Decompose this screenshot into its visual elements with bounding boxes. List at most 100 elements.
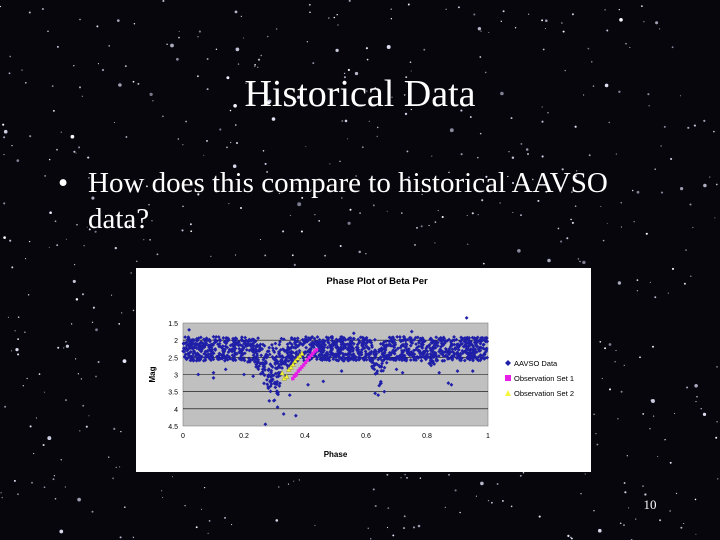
aavso-point: [258, 345, 263, 350]
star: [0, 492, 2, 494]
star: [680, 187, 684, 191]
aavso-point: [393, 348, 398, 353]
aavso-point: [199, 340, 203, 345]
x-tick-label: 1: [486, 433, 490, 440]
aavso-point: [371, 350, 376, 355]
x-tick-label: 0.8: [422, 433, 432, 440]
aavso-point: [351, 352, 356, 357]
aavso-point: [476, 355, 481, 359]
aavso-point: [351, 331, 356, 336]
star: [431, 155, 433, 157]
aavso-point: [216, 335, 221, 339]
aavso-point: [429, 363, 434, 368]
aavso-point: [325, 345, 330, 350]
star: [229, 141, 232, 144]
aavso-point: [270, 342, 274, 347]
aavso-point: [349, 349, 353, 354]
star: [178, 30, 180, 32]
aavso-point: [182, 346, 186, 351]
aavso-point: [237, 356, 242, 361]
aavso-point: [182, 354, 187, 359]
aavso-point: [290, 342, 294, 347]
aavso-point: [460, 348, 465, 353]
star: [133, 22, 136, 25]
observation-set-1-point: [291, 376, 295, 381]
aavso-point: [406, 347, 411, 351]
aavso-point: [267, 398, 272, 403]
aavso-point: [242, 341, 247, 346]
observation-set-2-point: [284, 373, 290, 379]
aavso-point: [306, 336, 311, 340]
aavso-point: [356, 350, 361, 355]
aavso-point: [346, 358, 351, 363]
star: [650, 399, 653, 402]
star: [636, 190, 640, 194]
aavso-point: [335, 349, 340, 353]
star: [271, 117, 276, 121]
star: [500, 91, 504, 96]
star: [262, 150, 265, 152]
star: [63, 347, 65, 349]
star: [703, 119, 706, 122]
star: [636, 279, 639, 281]
aavso-point: [440, 358, 445, 363]
star: [434, 242, 436, 244]
aavso-point: [468, 348, 473, 353]
star: [615, 153, 617, 155]
star: [289, 214, 292, 217]
aavso-point: [323, 357, 328, 361]
aavso-point: [363, 349, 368, 354]
aavso-point: [368, 340, 373, 344]
star: [122, 359, 127, 364]
y-tick-label: 1.5: [168, 321, 178, 328]
x-tick-label: 0.6: [361, 433, 371, 440]
aavso-point: [340, 355, 345, 360]
aavso-point: [325, 354, 329, 359]
star: [694, 498, 697, 501]
star: [444, 506, 446, 509]
aavso-point: [394, 355, 399, 360]
star: [347, 221, 351, 225]
star: [441, 215, 444, 219]
aavso-point: [321, 379, 326, 384]
star: [88, 415, 90, 417]
aavso-point: [476, 358, 481, 363]
star: [206, 139, 208, 142]
star: [580, 493, 582, 495]
observation-set-1-point: [296, 369, 300, 373]
aavso-point: [221, 352, 226, 356]
star: [709, 176, 711, 178]
aavso-point: [412, 337, 417, 342]
aavso-point: [217, 351, 222, 356]
star: [485, 175, 488, 178]
legend-marker: [505, 360, 511, 366]
aavso-point: [457, 344, 462, 349]
aavso-point: [209, 358, 213, 362]
star: [237, 63, 240, 65]
aavso-point: [252, 360, 257, 364]
aavso-point: [304, 334, 308, 339]
aavso-point: [232, 348, 237, 353]
star: [335, 48, 339, 53]
aavso-point: [464, 351, 469, 356]
star: [123, 506, 126, 509]
aavso-point: [437, 370, 442, 375]
aavso-point: [405, 351, 410, 356]
aavso-point: [257, 344, 262, 349]
star: [600, 205, 602, 207]
star: [65, 340, 67, 343]
aavso-point: [410, 338, 415, 343]
star: [620, 201, 622, 204]
aavso-point: [252, 350, 257, 355]
aavso-point: [428, 336, 433, 341]
star: [368, 120, 370, 123]
aavso-point: [265, 382, 270, 387]
aavso-point: [397, 355, 402, 360]
aavso-point: [251, 374, 256, 379]
star: [197, 36, 199, 38]
aavso-point: [308, 342, 312, 347]
star: [499, 202, 501, 204]
aavso-point: [467, 336, 472, 340]
star: [339, 245, 342, 247]
aavso-point: [481, 353, 486, 358]
